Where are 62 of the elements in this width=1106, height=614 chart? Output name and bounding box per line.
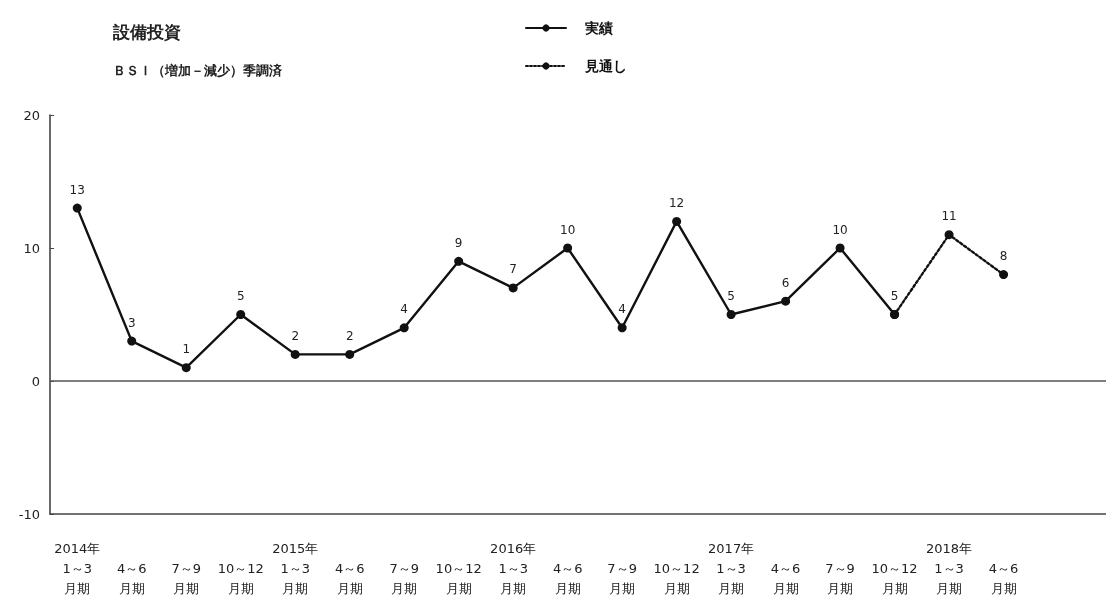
- data-label: 2: [345, 328, 354, 343]
- data-label: 5: [727, 289, 735, 303]
- point: [835, 243, 845, 253]
- x-tick-label: 4～6 月期: [988, 560, 1019, 596]
- x-tick-label: 10～12 月期: [653, 560, 700, 596]
- point: [563, 243, 573, 253]
- x-tick-label: 4～6 月期: [334, 560, 365, 596]
- data-label: 10: [560, 222, 576, 237]
- chart-subtitle: ＢＳＩ（増加－減少）季調済: [113, 63, 283, 78]
- x-tick-label: 2017年 1～3 月期: [708, 540, 755, 596]
- legend-label: 見通し: [584, 58, 627, 74]
- point: [617, 323, 627, 333]
- y-tick-label: 10: [23, 240, 40, 256]
- x-tick-label: 10～12 月期: [217, 560, 264, 596]
- point: [72, 203, 82, 213]
- y-tick-label: 0: [31, 373, 40, 389]
- data-label: 5: [890, 289, 899, 303]
- x-tick-label: 10～12 月期: [871, 560, 918, 596]
- point: [345, 349, 355, 359]
- x-tick-label: 4～6 月期: [116, 560, 147, 596]
- data-label: 11: [941, 209, 957, 224]
- data-label: 4: [400, 302, 408, 317]
- data-label: 9: [454, 235, 463, 250]
- point: [726, 310, 736, 319]
- data-label: 5: [236, 289, 245, 303]
- point: [181, 363, 191, 373]
- chart-title: 設備投資: [112, 21, 181, 42]
- point: [508, 283, 518, 293]
- x-tick-label: 2016年 1～3 月期: [490, 540, 537, 596]
- point: [890, 310, 900, 319]
- data-label: 2: [291, 328, 300, 343]
- data-label: 1: [182, 342, 191, 357]
- data-label: 13: [69, 182, 85, 197]
- data-label: 6: [781, 275, 790, 290]
- point: [781, 296, 791, 306]
- x-tick-label: 4～6 月期: [770, 560, 801, 596]
- x-tick-label: 7～9 月期: [607, 560, 637, 596]
- point: [944, 230, 954, 240]
- x-tick-label: 7～9 月期: [825, 560, 855, 596]
- data-label: 7: [509, 262, 517, 277]
- data-label: 4: [618, 302, 626, 317]
- data-label: 12: [668, 195, 685, 210]
- legend-label: 実績: [585, 20, 613, 36]
- data-label: 8: [999, 249, 1008, 264]
- x-tick-label: 4～6 月期: [552, 560, 583, 596]
- point: [236, 310, 246, 319]
- y-tick-label: -10: [18, 506, 40, 522]
- data-label: 10: [832, 222, 848, 237]
- data-label: 3: [127, 315, 136, 330]
- x-tick-label: 7～9 月期: [389, 560, 419, 596]
- point: [290, 349, 300, 359]
- x-tick-label: 2015年 1～3 月期: [272, 540, 319, 596]
- point: [999, 270, 1009, 280]
- point: [672, 216, 682, 226]
- x-tick-label: 10～12 月期: [435, 560, 482, 596]
- point: [399, 323, 409, 333]
- y-tick-label: 20: [23, 107, 40, 123]
- x-tick-label: 2014年 1～3 月期: [54, 540, 101, 596]
- point: [127, 336, 137, 346]
- x-tick-label: 7～9 月期: [171, 560, 201, 596]
- point: [454, 256, 464, 266]
- x-tick-label: 2018年 1～3 月期: [926, 540, 973, 596]
